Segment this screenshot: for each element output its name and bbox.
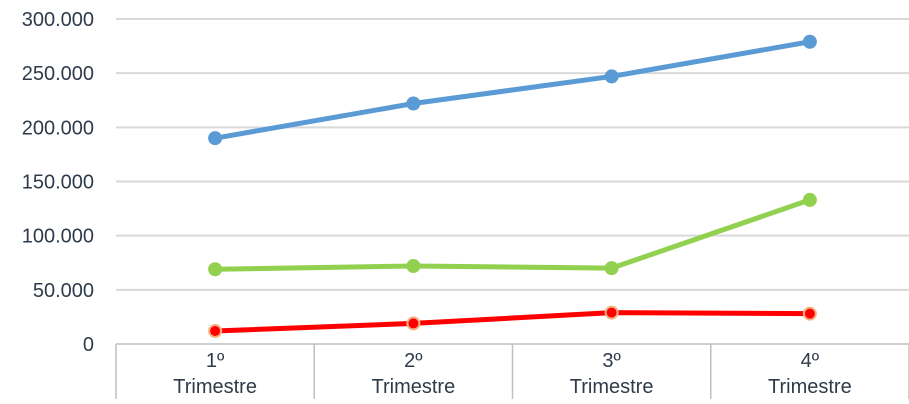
series-line [212,310,813,334]
y-tick-label: 0 [83,334,94,356]
y-tick-label: 250.000 [22,63,94,85]
data-point [208,324,223,338]
y-axis-ticks: 0 50.000 100.000 150.000 200.000 250.000 300.0… [22,9,94,356]
x-tick-label: 1º Trimestre [173,350,257,398]
data-point [802,306,817,321]
series-layer [208,34,817,338]
data-point [406,316,421,331]
y-tick-label: 200.000 [22,117,94,139]
data-point [208,131,223,146]
data-point [208,262,223,277]
series-line [212,39,813,141]
y-tick-label: 100.000 [22,226,94,248]
data-point [406,259,421,273]
data-point [604,305,619,320]
y-tick-label: 300.000 [22,9,94,31]
x-tick-label: 2º Trimestre [372,350,456,398]
series-1 [208,34,817,146]
data-point [802,192,817,207]
grid-layer [115,18,909,399]
x-axis-ticks: 1º Trimestre 2º Trimestre 3º Trimestre 4º Trime… [173,350,851,398]
y-tick-label: 150.000 [22,172,94,194]
series-line [212,197,813,272]
y-tick-label: 50.000 [33,280,94,302]
data-point [604,261,619,276]
data-point [802,34,817,49]
x-tick-label: 3º Trimestre [570,350,654,398]
x-tick-label: 4º Trimestre [768,350,852,398]
series-3 [208,305,817,338]
data-point [406,96,421,111]
data-point [604,69,619,84]
series-2 [208,192,817,277]
